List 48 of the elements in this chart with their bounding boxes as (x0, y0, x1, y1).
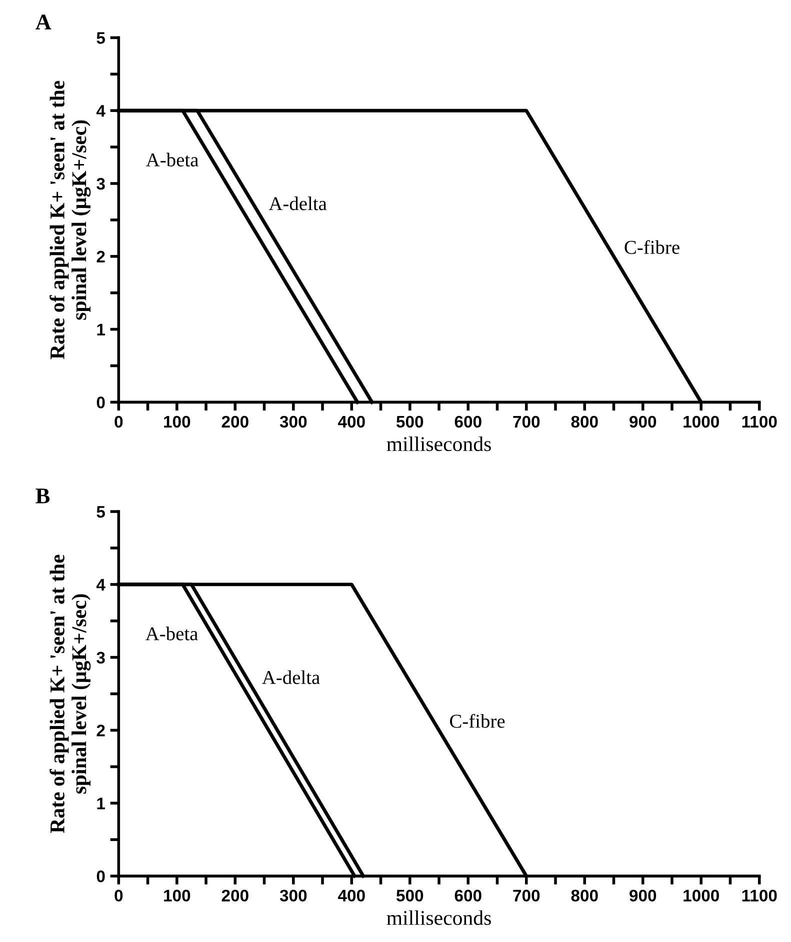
x-tick-label: 0 (114, 416, 123, 428)
x-tick-label: 1100 (742, 890, 777, 902)
x-tick-label: 900 (630, 416, 656, 428)
x-tick-label: 900 (630, 890, 656, 902)
y-tick-label: 4 (96, 579, 106, 590)
x-tick-label: 700 (513, 416, 540, 428)
y-axis-title: Rate of applied K+ 'seen' at the spinal level (µgK+/sec) (50, 554, 91, 834)
x-tick-label: 1000 (684, 890, 719, 902)
series-label: A-beta (146, 152, 198, 166)
x-tick-label: 300 (280, 416, 307, 428)
x-tick-label: 800 (571, 890, 598, 902)
x-tick-label: 500 (396, 890, 424, 902)
chart-title: A (36, 14, 52, 30)
y-tick-label: 0 (96, 870, 105, 882)
series-label: C-fibre (450, 714, 505, 728)
x-axis-title: milliseconds (386, 910, 491, 926)
x-tick-label: 600 (454, 416, 482, 428)
y-tick-label: 3 (96, 178, 105, 190)
x-tick-label: 400 (338, 890, 365, 902)
x-tick-label: 100 (164, 416, 190, 428)
x-tick-label: 700 (513, 890, 540, 902)
x-tick-label: 0 (114, 890, 123, 902)
x-tick-label: 600 (454, 890, 482, 902)
x-tick-label: 400 (338, 416, 365, 428)
x-tick-label: 300 (280, 890, 307, 902)
series-label: A-delta (268, 196, 327, 210)
series-label: A-beta (146, 626, 198, 640)
x-tick-label: 1000 (684, 416, 719, 428)
x-tick-label: 200 (222, 416, 248, 428)
chart-title: B (36, 488, 50, 504)
x-tick-label: 100 (164, 890, 190, 902)
y-tick-label: 2 (96, 724, 105, 736)
y-tick-label: 4 (96, 105, 106, 117)
x-tick-label: 500 (396, 416, 424, 428)
y-tick-label: 5 (96, 506, 105, 518)
x-axis-title: milliseconds (386, 436, 491, 452)
y-axis-title: Rate of applied K+ 'seen' at the spinal level (µgK+/sec) (50, 80, 91, 360)
y-tick-label: 1 (97, 324, 105, 336)
y-tick-label: 3 (96, 652, 105, 664)
x-tick-label: 800 (571, 416, 598, 428)
y-tick-label: 1 (97, 798, 105, 810)
y-tick-label: 5 (96, 32, 105, 44)
series-label: C-fibre (624, 240, 680, 254)
series-label: A-delta (262, 670, 320, 684)
x-tick-label: 1100 (742, 416, 777, 428)
x-tick-label: 200 (222, 890, 248, 902)
y-tick-label: 0 (96, 396, 105, 408)
y-tick-label: 2 (96, 250, 105, 262)
